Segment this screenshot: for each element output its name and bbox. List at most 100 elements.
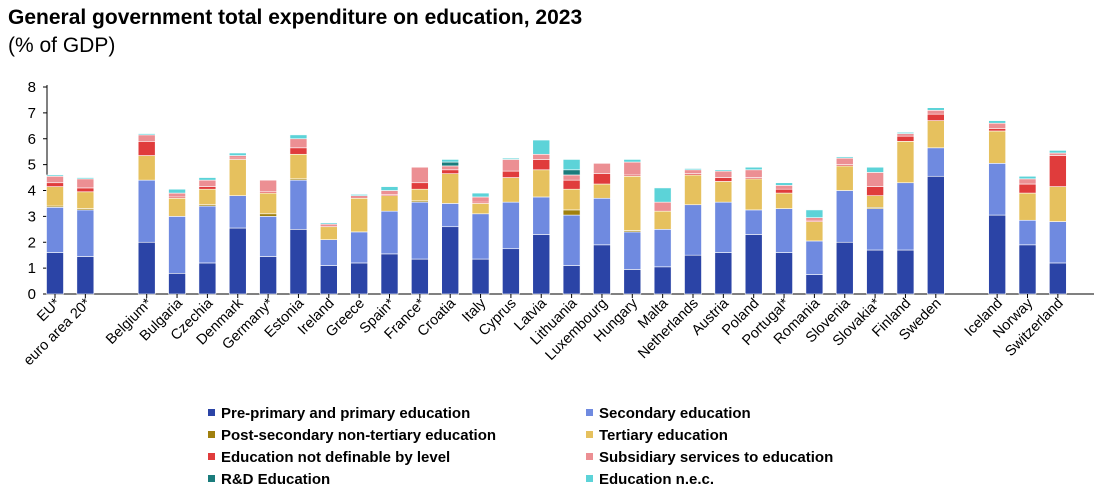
bar-segment (228, 155, 247, 159)
y-tick-label: 7 (28, 105, 36, 122)
bar-segment (532, 153, 551, 160)
bar-segment (562, 159, 581, 171)
bar-segment (441, 203, 460, 228)
bar-segment (684, 254, 702, 295)
bar-segment (926, 120, 945, 149)
bar-segment (441, 161, 460, 167)
legend-label: R&D Education (221, 471, 331, 488)
bar-segment (168, 192, 186, 198)
bar-segment (684, 174, 702, 206)
bar-segment (259, 256, 277, 295)
bar-segment (46, 174, 64, 177)
bar-segment (532, 159, 551, 171)
bar-segment (168, 216, 186, 274)
bar-segment (471, 192, 490, 198)
bar-segment (319, 223, 338, 228)
bar-segment (926, 113, 945, 121)
bar-segment (805, 274, 824, 295)
bar-segment (714, 181, 733, 203)
chart-title: General government total expenditure on … (8, 6, 583, 29)
bar-segment (866, 249, 884, 295)
bar-segment (198, 262, 217, 295)
bar-segment (1018, 219, 1037, 246)
bar-segment (775, 252, 793, 295)
bar-segment (350, 262, 368, 295)
bar-segment (380, 210, 399, 255)
bar-segment (137, 141, 156, 156)
legend-swatch (586, 475, 593, 482)
bar-segment (593, 163, 611, 174)
legend-item: R&D Education (208, 471, 330, 488)
legend-label: Post-secondary non-tertiary education (221, 427, 497, 444)
bar-segment (441, 226, 460, 295)
bar-segment (289, 179, 308, 230)
bar-segment (532, 139, 551, 155)
bar-segment (593, 173, 611, 185)
bar-segment (775, 185, 793, 190)
bar-segment (562, 209, 581, 216)
bar-segment (926, 109, 945, 115)
bar-segment (896, 141, 915, 184)
bar-segment (562, 265, 581, 295)
bar-segment (805, 209, 824, 218)
legend-label: Subsidiary services to education (599, 449, 834, 466)
bar-segment (866, 172, 884, 187)
bar-segment (744, 209, 763, 235)
bar-segment (653, 210, 672, 230)
bar-segment (1018, 244, 1037, 295)
bar-segment (471, 213, 490, 260)
bar-segment (137, 179, 156, 243)
bar-segment (502, 248, 520, 295)
bar-segment (168, 197, 186, 217)
bar-segment (896, 182, 915, 251)
bar-segment (259, 213, 277, 217)
legend-item: Education n.e.c. (586, 471, 714, 488)
bar-segment (411, 188, 429, 202)
bar-segment (350, 195, 368, 199)
bar-segment (714, 252, 733, 295)
bar-segment (259, 179, 277, 193)
bar-segment (896, 133, 915, 137)
legend-item: Education not definable by level (208, 449, 450, 466)
bar-segment (137, 134, 156, 142)
bar-segment (471, 203, 490, 215)
bar-segment (805, 240, 824, 275)
bar-segment (198, 179, 217, 187)
bar-segment (1049, 186, 1067, 222)
y-tick-label: 8 (28, 79, 36, 96)
bar-segment (805, 221, 824, 242)
bar-segment (228, 159, 247, 196)
y-tick-label: 4 (28, 183, 36, 200)
y-tick-label: 6 (28, 131, 36, 148)
bar-segment (532, 196, 551, 235)
bar-segment (926, 175, 945, 295)
legend-item: Secondary education (586, 405, 751, 422)
bar-segment (866, 195, 884, 208)
bar-segment (76, 177, 95, 180)
bar-segment (198, 188, 217, 206)
bar-segment (1018, 183, 1037, 194)
bar-segment (1049, 155, 1067, 187)
bar-segment (46, 252, 64, 295)
bar-segment (76, 178, 95, 189)
bar-segment (562, 179, 581, 190)
bar-segment (1049, 150, 1067, 154)
bar-segment (259, 192, 277, 215)
bar-segment (866, 208, 884, 251)
bar-segment (835, 157, 854, 165)
legend-item: Subsidiary services to education (586, 449, 833, 466)
y-tick-label: 1 (28, 260, 36, 277)
legend-item: Post-secondary non-tertiary education (208, 427, 496, 444)
bar-segment (714, 170, 733, 178)
bar-segment (168, 272, 186, 295)
bar-segment (562, 174, 581, 181)
legend-label: Education n.e.c. (599, 471, 715, 488)
y-tick-label: 3 (28, 208, 36, 225)
bar-segment (896, 135, 915, 142)
bar-segment (502, 201, 520, 250)
bar-segment (1049, 262, 1067, 295)
bar-segment (744, 166, 763, 171)
bar-segment (623, 231, 642, 270)
legend-item: Tertiary education (586, 427, 728, 444)
bar-segment (319, 239, 338, 266)
